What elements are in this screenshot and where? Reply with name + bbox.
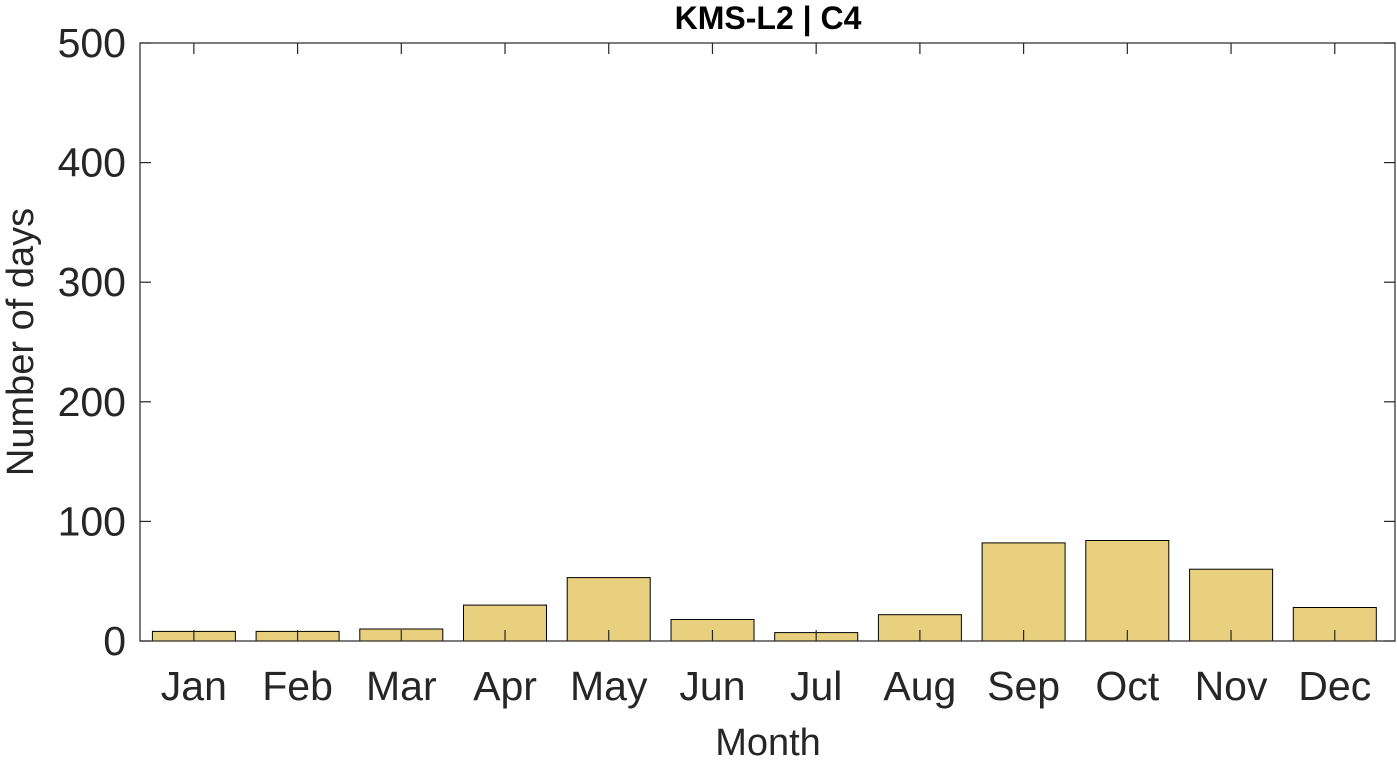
y-tick-label: 300 [58, 259, 126, 305]
x-tick-label: Apr [473, 663, 537, 709]
x-tick-label: Dec [1298, 663, 1371, 709]
y-tick-label: 500 [58, 20, 126, 66]
chart-title: KMS-L2 | C4 [675, 0, 862, 36]
bar-nov [1189, 568, 1274, 642]
bars-group [151, 540, 1377, 642]
x-tick-label: Mar [366, 663, 437, 709]
x-tick-label: Sep [987, 663, 1060, 709]
x-tick-label: Aug [883, 663, 956, 709]
y-tick-label: 200 [58, 379, 126, 425]
y-axis-label: Number of days [0, 208, 42, 476]
x-tick-label: Jan [161, 663, 227, 709]
x-tick-label: Jun [679, 663, 745, 709]
y-tick-label: 400 [58, 140, 126, 186]
x-tick-label: Feb [262, 663, 333, 709]
y-tick-label: 100 [58, 498, 126, 544]
bar-oct [1085, 540, 1170, 642]
axes-group [139, 42, 1396, 642]
x-tick-label: May [570, 663, 648, 709]
y-tick-labels: 0 100 200 300 400 500 [58, 20, 126, 664]
x-tick-labels: Jan Feb Mar Apr May Jun Jul Aug Sep Oct Nov Dec [161, 663, 1371, 709]
bar-sep [981, 542, 1066, 642]
plot-box [139, 42, 1396, 642]
x-axis-label: Month [715, 722, 821, 760]
x-tick-label: Nov [1195, 663, 1268, 709]
x-tick-label: Oct [1095, 663, 1159, 709]
y-tick-label: 0 [103, 618, 126, 664]
x-tick-label: Jul [790, 663, 842, 709]
